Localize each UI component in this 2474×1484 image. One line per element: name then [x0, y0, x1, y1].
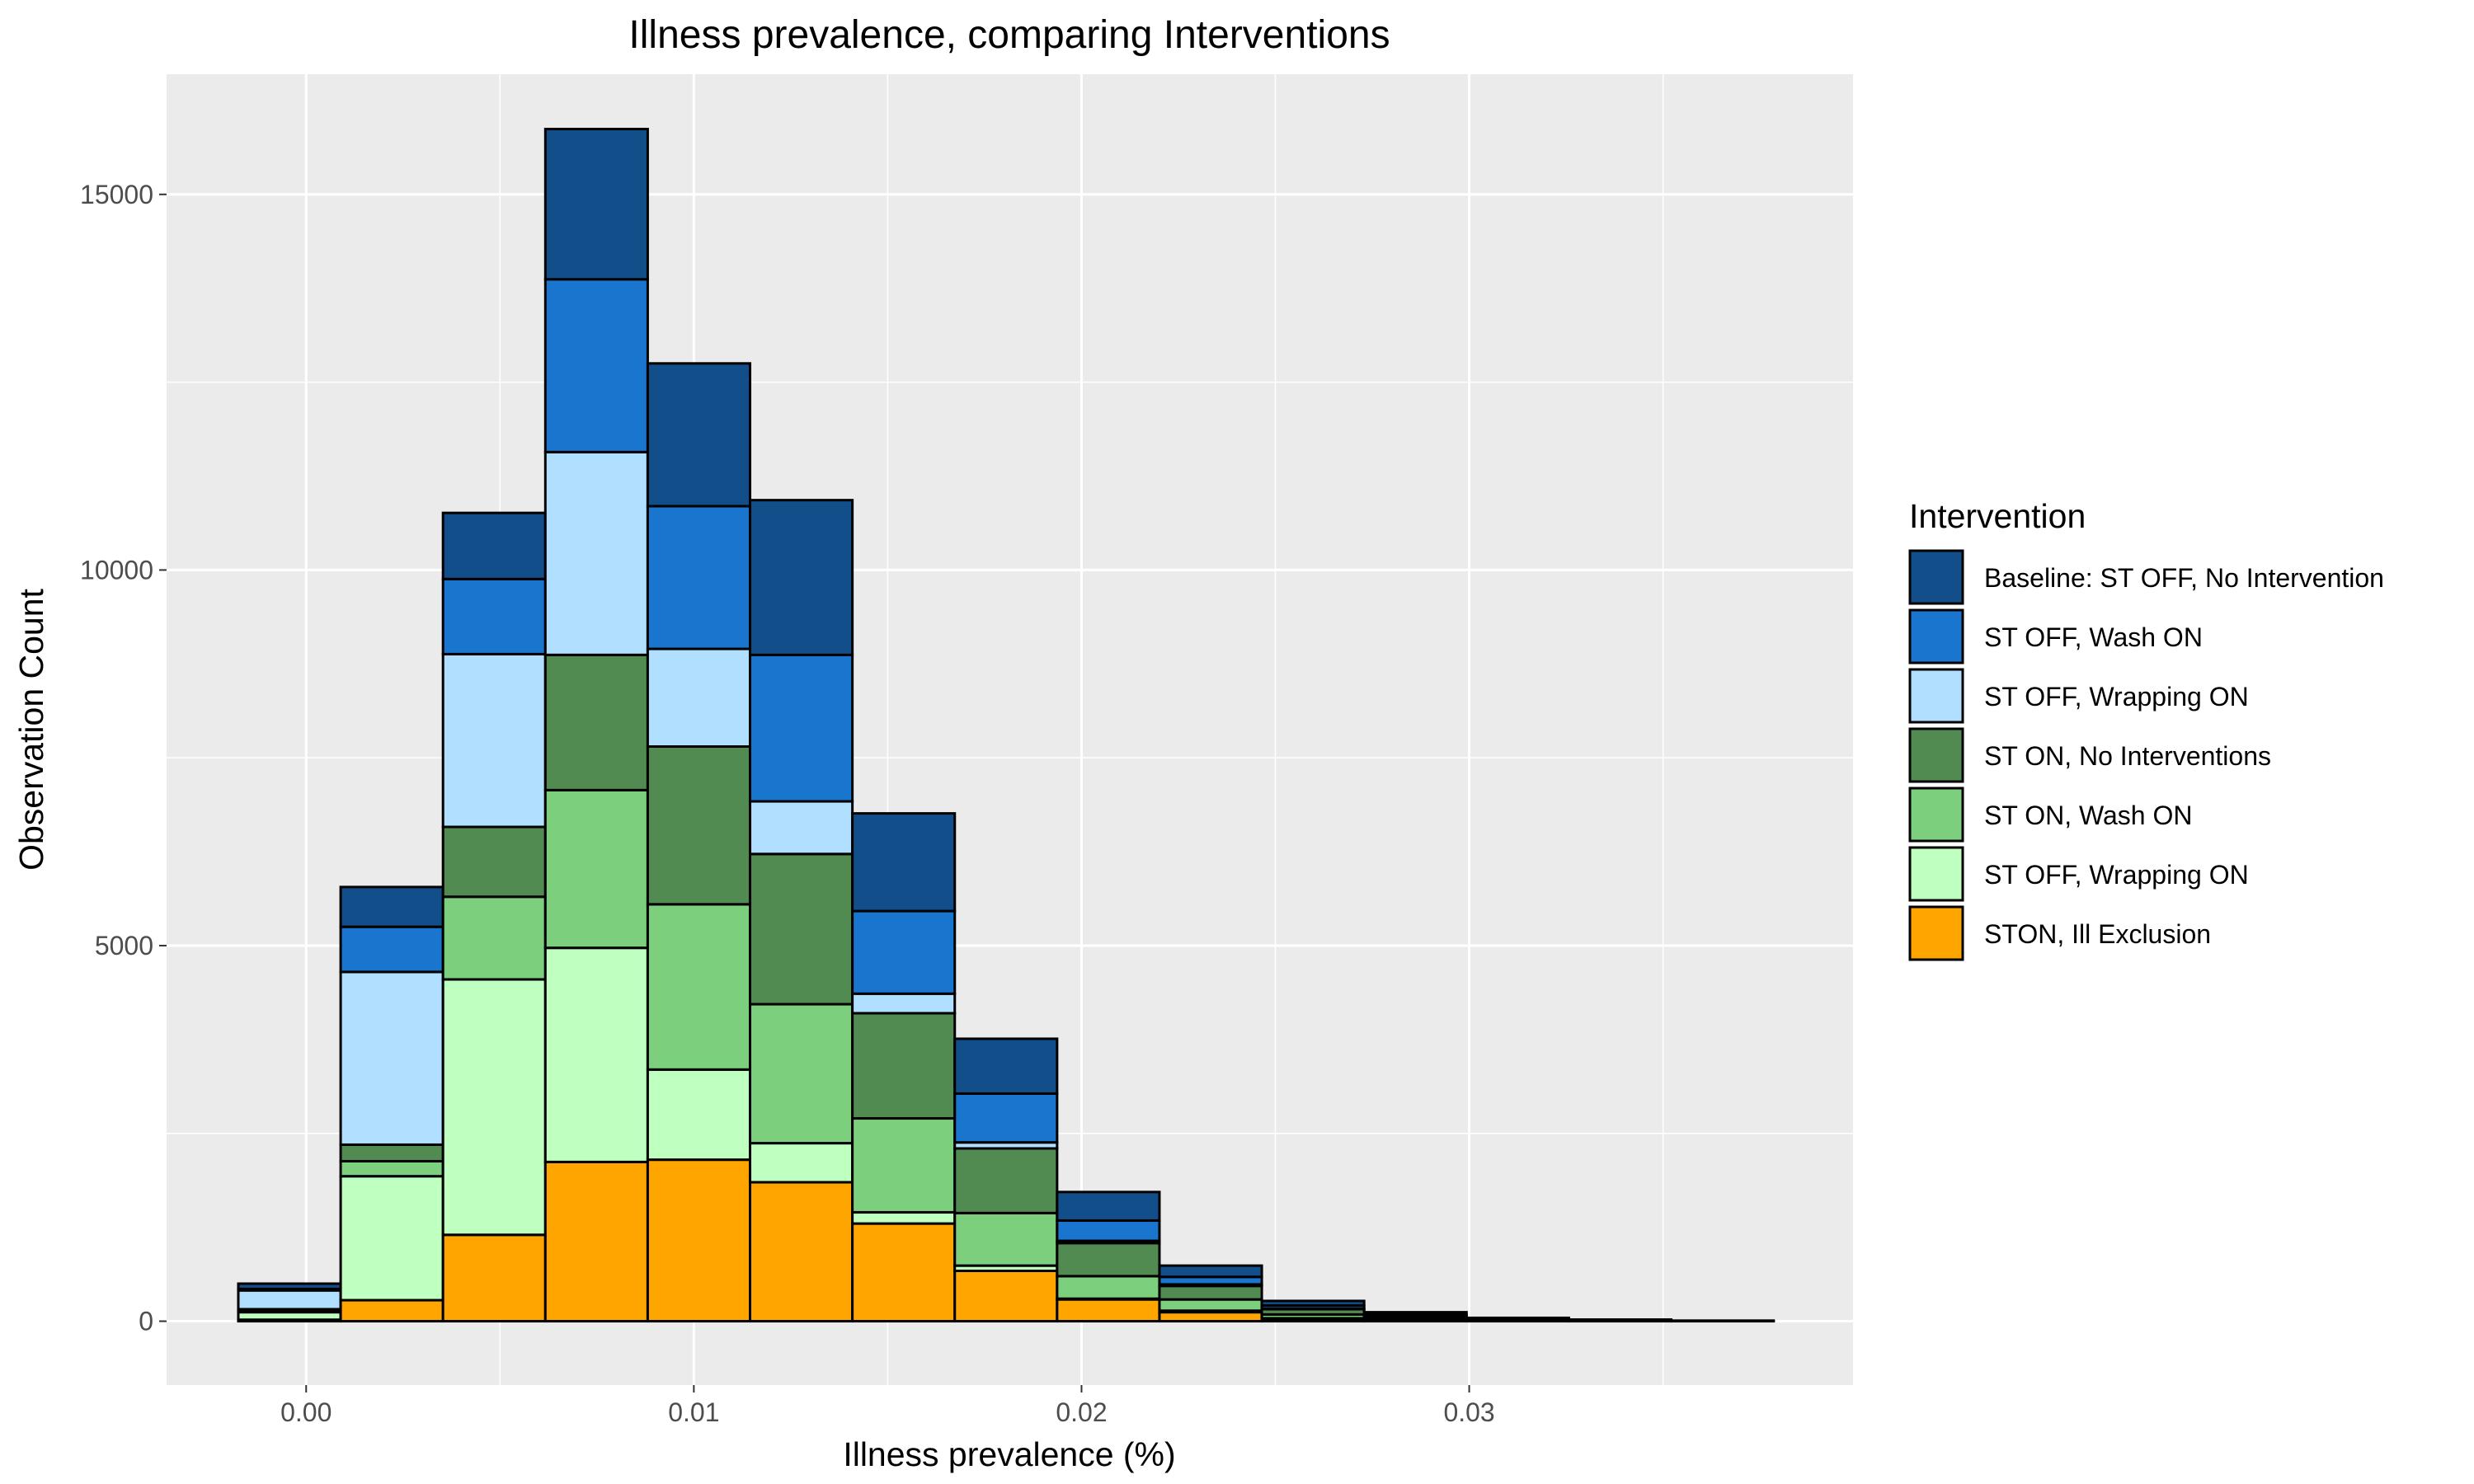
- bar-segment: [1158, 1284, 1263, 1301]
- y-tick-label: 10000: [80, 555, 153, 585]
- bar-segment: [749, 1142, 854, 1184]
- x-tick-label: 0.01: [668, 1397, 719, 1427]
- bar-segment: [1465, 1316, 1570, 1320]
- bar-segment: [339, 1175, 444, 1302]
- bar-segment: [851, 909, 957, 995]
- bar-segment: [646, 362, 752, 508]
- bar-segment: [441, 895, 547, 981]
- bar-segment: [749, 653, 854, 803]
- bar-segment: [851, 812, 957, 913]
- legend-item: ST ON, Wash ON: [1908, 787, 2192, 843]
- y-tick-label: 0: [139, 1307, 153, 1336]
- bar-segment: [646, 745, 752, 906]
- bar-segment: [953, 1270, 1059, 1323]
- bar-segment: [441, 1233, 547, 1323]
- legend-swatch: [1908, 549, 1964, 605]
- bar-segment: [339, 970, 444, 1146]
- bar-segment: [543, 450, 649, 656]
- bar-segment: [237, 1282, 342, 1290]
- bar-segment: [1362, 1311, 1468, 1316]
- legend-label: ST OFF, Wrapping ON: [1984, 860, 2249, 890]
- x-tick-label: 0.02: [1056, 1397, 1107, 1427]
- bar-segment: [646, 647, 752, 749]
- x-tick-label: 0.00: [280, 1397, 332, 1427]
- bar-segment: [1056, 1219, 1161, 1242]
- bar-segment: [1158, 1298, 1263, 1313]
- bar-segment: [851, 1117, 957, 1214]
- x-tick-label: 0.03: [1443, 1397, 1494, 1427]
- bar-segment: [441, 511, 547, 580]
- bar-segment: [953, 1037, 1059, 1095]
- legend-item: STON, Ill Exclusion: [1908, 905, 2211, 961]
- legend-item: ST OFF, Wrapping ON: [1908, 846, 2249, 902]
- bar-segment: [1056, 1298, 1161, 1323]
- bar-segment: [543, 653, 649, 791]
- bar-segment: [543, 278, 649, 453]
- bar-segment: [339, 1298, 444, 1323]
- bar-segment: [953, 1092, 1059, 1144]
- bar-segment: [441, 978, 547, 1237]
- bar-segment: [441, 577, 547, 655]
- bar-segment: [441, 825, 547, 899]
- legend-swatch: [1908, 608, 1964, 665]
- bar-segment: [543, 1160, 649, 1323]
- bar-segment: [851, 1222, 957, 1323]
- legend-title: Intervention: [1909, 497, 2086, 535]
- chart-title: Illness prevalence, comparing Interventi…: [628, 13, 1390, 57]
- legend-item: ST OFF, Wash ON: [1908, 608, 2203, 665]
- bar-segment: [339, 885, 444, 928]
- bar-segment: [851, 1210, 957, 1225]
- bars-group: [237, 128, 1776, 1323]
- bar-segment: [339, 1159, 444, 1178]
- x-axis: 0.00 0.01 0.02 0.03: [280, 1385, 1495, 1427]
- legend-label: ST OFF, Wash ON: [1984, 622, 2203, 652]
- x-axis-title: Illness prevalence (%): [843, 1435, 1175, 1473]
- legend-swatch: [1908, 846, 1964, 902]
- bar-segment: [749, 852, 854, 1006]
- legend-item: ST ON, No Interventions: [1908, 727, 2271, 783]
- legend-swatch: [1908, 668, 1964, 724]
- bar-segment: [646, 903, 752, 1071]
- bar-segment: [339, 925, 444, 974]
- bar-segment: [543, 788, 649, 950]
- bar-segment: [1260, 1299, 1366, 1307]
- legend-label: ST OFF, Wrapping ON: [1984, 682, 2249, 711]
- bar-segment: [646, 1068, 752, 1162]
- bar-segment: [749, 499, 854, 656]
- y-tick-label: 5000: [95, 931, 153, 960]
- y-axis-title: Observation Count: [12, 588, 50, 870]
- legend: Intervention Baseline: ST OFF, No Interv…: [1908, 497, 2384, 961]
- bar-segment: [441, 652, 547, 829]
- legend-swatch: [1908, 727, 1964, 783]
- legend-label: STON, Ill Exclusion: [1984, 919, 2211, 949]
- bar-segment: [1056, 1275, 1161, 1300]
- bar-segment: [1158, 1311, 1263, 1323]
- bar-segment: [953, 1211, 1059, 1267]
- legend-swatch: [1908, 905, 1964, 961]
- bar-segment: [953, 1147, 1059, 1214]
- bar-segment: [749, 1181, 854, 1323]
- bar-segment: [851, 1012, 957, 1120]
- bar-segment: [749, 1003, 854, 1145]
- bar-segment: [543, 946, 649, 1163]
- bar-segment: [339, 1143, 444, 1162]
- legend-swatch: [1908, 787, 1964, 843]
- bar-segment: [543, 128, 649, 281]
- bar-segment: [851, 992, 957, 1015]
- legend-label: Baseline: ST OFF, No Intervention: [1984, 563, 2384, 593]
- legend-item: Baseline: ST OFF, No Intervention: [1908, 549, 2384, 605]
- y-tick-label: 15000: [80, 180, 153, 209]
- bar-segment: [646, 1158, 752, 1323]
- bar-segment: [1056, 1190, 1161, 1222]
- bar-segment: [646, 505, 752, 650]
- legend-label: ST ON, Wash ON: [1984, 801, 2192, 830]
- legend-label: ST ON, No Interventions: [1984, 741, 2271, 771]
- bar-segment: [237, 1289, 342, 1311]
- legend-item: ST OFF, Wrapping ON: [1908, 668, 2249, 724]
- y-axis: 0 5000 10000 15000: [80, 180, 167, 1336]
- bar-segment: [749, 800, 854, 856]
- bar-segment: [1056, 1242, 1161, 1278]
- bar-segment: [1158, 1264, 1263, 1279]
